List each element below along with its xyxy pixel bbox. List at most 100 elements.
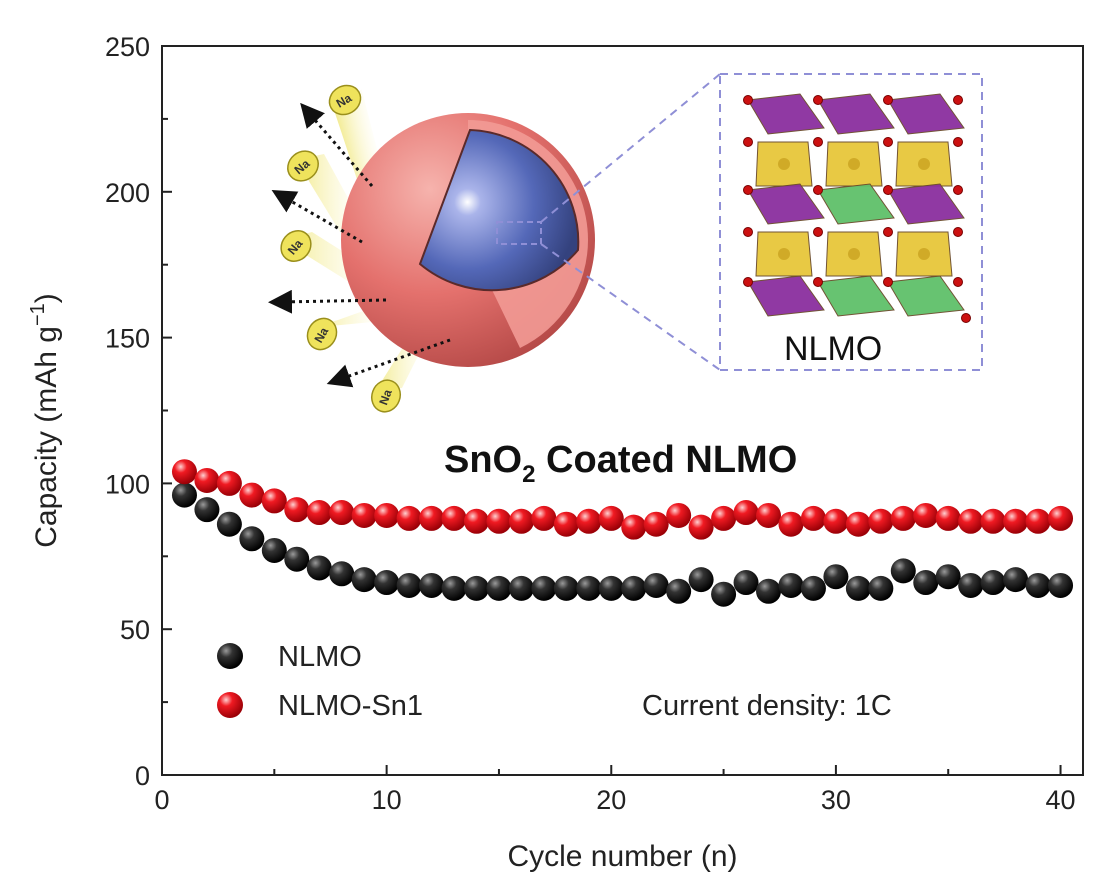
- data-point: [688, 567, 714, 593]
- na-diffusion-arrows: [268, 102, 451, 388]
- oxygen-atom: [883, 95, 893, 105]
- data-point: [1025, 572, 1051, 598]
- data-point: [890, 505, 916, 531]
- na-label: Na: [376, 387, 395, 407]
- data-point: [419, 505, 445, 531]
- data-point: [958, 508, 984, 534]
- data-point: [733, 500, 759, 526]
- data-point: [486, 508, 512, 534]
- data-point: [800, 505, 826, 531]
- current-density-label: Current density: 1C: [642, 690, 892, 722]
- polyhedron: [817, 275, 895, 317]
- oxygen-atom: [883, 277, 893, 287]
- data-point: [329, 561, 355, 587]
- oxygen-atom: [743, 185, 753, 195]
- na-label: Na: [334, 91, 355, 111]
- data-point: [486, 575, 512, 601]
- data-point: [576, 575, 602, 601]
- data-point: [553, 511, 579, 537]
- data-point: [845, 511, 871, 537]
- oxygen-atom: [953, 185, 963, 195]
- data-point: [711, 505, 737, 531]
- y-axis-title: Capacity (mAh g−1): [27, 293, 63, 548]
- data-point: [351, 502, 377, 528]
- data-point: [1025, 508, 1051, 534]
- data-point: [778, 572, 804, 598]
- data-point: [239, 526, 265, 552]
- data-point: [239, 482, 265, 508]
- structure-label: NLMO: [784, 330, 882, 368]
- atom: [848, 248, 860, 260]
- atom: [778, 158, 790, 170]
- data-point: [868, 575, 894, 601]
- polyhedron: [747, 93, 825, 135]
- data-point: [508, 508, 534, 534]
- oxygen-atom: [743, 137, 753, 147]
- coated-particle-illustration: Na Na Na Na Na: [268, 73, 721, 413]
- x-tick-label: 30: [821, 785, 851, 815]
- data-point: [284, 546, 310, 572]
- data-series: [171, 459, 1074, 607]
- y-tick-labels: 0 50 100 150 200 250: [105, 32, 150, 791]
- data-point: [666, 578, 692, 604]
- polyhedron: [887, 183, 965, 225]
- coating-title: SnO2 Coated NLMO: [444, 439, 797, 488]
- data-point: [441, 505, 467, 531]
- oxygen-atom: [953, 137, 963, 147]
- data-point: [284, 497, 310, 523]
- atom: [848, 158, 860, 170]
- polyhedron: [817, 93, 895, 135]
- legend-label-nlmo-sn1: NLMO-Sn1: [278, 690, 423, 722]
- data-point: [553, 575, 579, 601]
- data-point: [868, 508, 894, 534]
- oxygen-atom: [813, 95, 823, 105]
- data-point: [800, 575, 826, 601]
- data-point: [374, 570, 400, 596]
- data-point: [1003, 508, 1029, 534]
- oxygen-atom: [883, 227, 893, 237]
- data-point: [935, 505, 961, 531]
- data-point: [171, 482, 197, 508]
- data-point: [194, 467, 220, 493]
- crystal-structure-inset: NLMO: [719, 73, 983, 371]
- data-point: [643, 572, 669, 598]
- y-tick-label: 50: [120, 615, 150, 645]
- data-point: [598, 505, 624, 531]
- data-point: [756, 502, 782, 528]
- y-tick-label: 0: [135, 761, 150, 791]
- data-point: [913, 502, 939, 528]
- oxygen-atom: [883, 137, 893, 147]
- sphere-core: [418, 128, 580, 292]
- data-point: [396, 572, 422, 598]
- oxygen-atom: [953, 277, 963, 287]
- oxygen-atom: [743, 277, 753, 287]
- data-point: [980, 508, 1006, 534]
- y-tick-label: 150: [105, 324, 150, 354]
- data-point: [890, 558, 916, 584]
- data-point: [756, 578, 782, 604]
- oxygen-atom: [813, 277, 823, 287]
- data-point: [1048, 505, 1074, 531]
- na-label: Na: [311, 325, 331, 346]
- data-point: [711, 581, 737, 607]
- data-point: [935, 564, 961, 590]
- data-point: [576, 508, 602, 534]
- y-tick-label: 200: [105, 178, 150, 208]
- data-point: [598, 575, 624, 601]
- oxygen-atom: [883, 185, 893, 195]
- data-point: [419, 572, 445, 598]
- data-point: [351, 567, 377, 593]
- oxygen-atom: [961, 313, 971, 323]
- data-point: [261, 488, 287, 514]
- oxygen-atom: [813, 227, 823, 237]
- oxygen-atom: [953, 227, 963, 237]
- legend: NLMO NLMO-Sn1: [217, 641, 423, 722]
- oxygen-atom: [743, 95, 753, 105]
- x-tick-label: 10: [372, 785, 402, 815]
- legend-marker-nlmo-sn1: [217, 692, 243, 718]
- data-point: [621, 575, 647, 601]
- data-point: [958, 572, 984, 598]
- data-point: [621, 514, 647, 540]
- polyhedron: [887, 275, 965, 317]
- data-point: [396, 505, 422, 531]
